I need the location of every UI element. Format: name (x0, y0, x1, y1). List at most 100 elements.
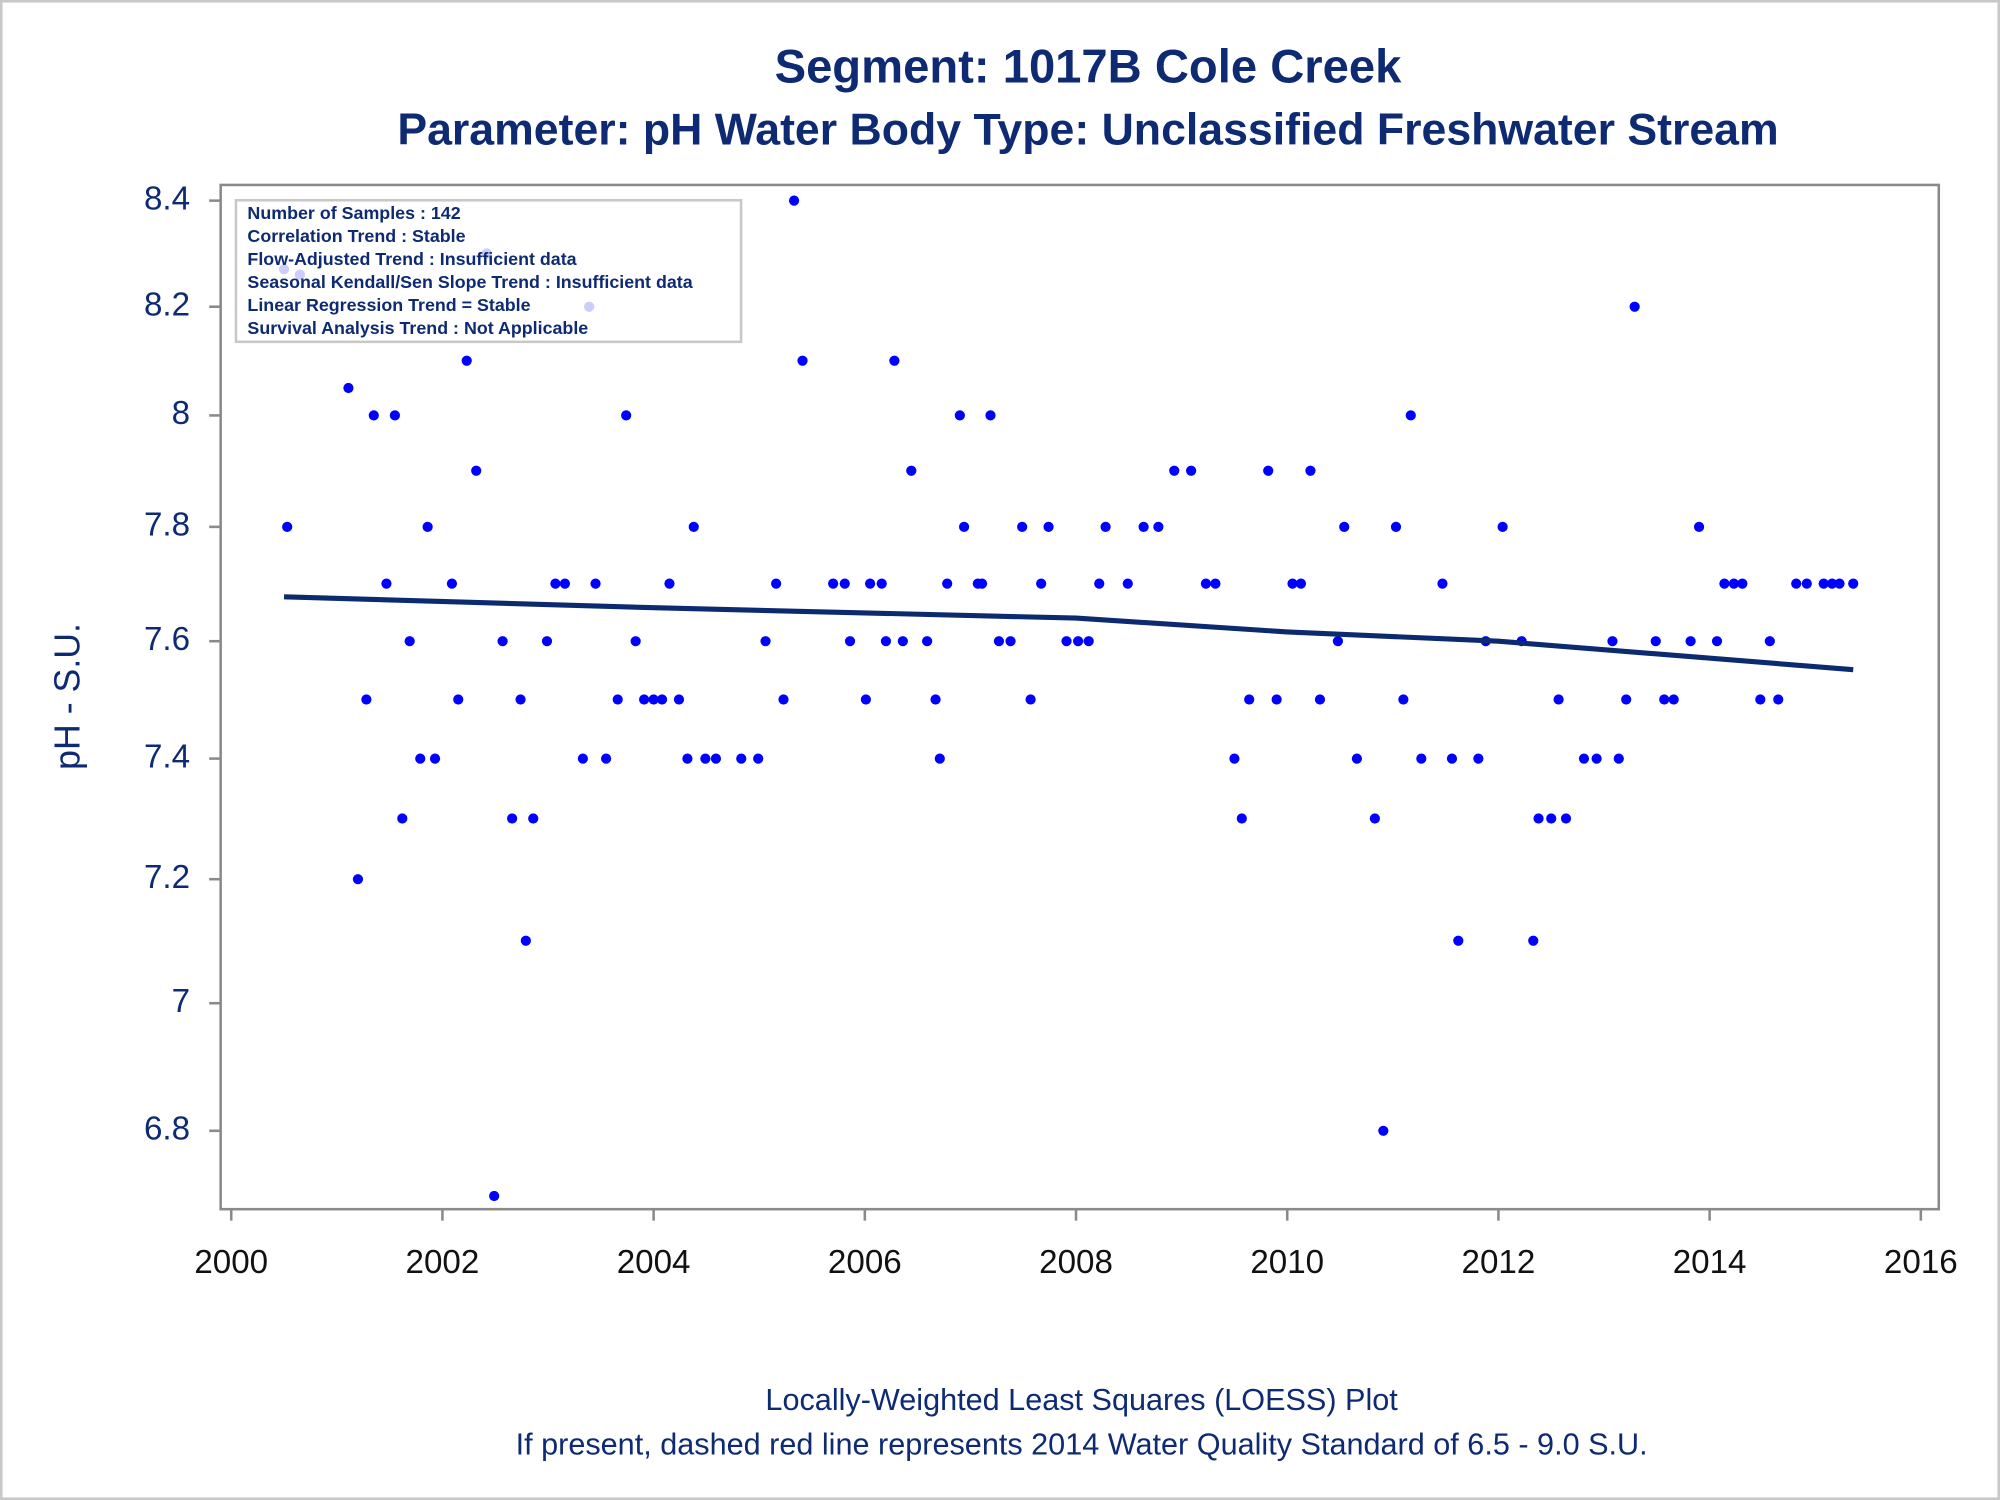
info-box (234, 198, 743, 344)
data-point (1650, 636, 1661, 647)
data-point (1005, 636, 1016, 647)
data-point (1263, 465, 1274, 476)
info-line: Correlation Trend : Stable (247, 226, 465, 246)
data-point (1578, 753, 1590, 764)
data-point (1236, 813, 1247, 824)
data-point (954, 410, 965, 421)
data-point (397, 813, 408, 824)
y-tick-label: 8.2 (144, 286, 190, 323)
data-point (1405, 410, 1416, 421)
data-point (839, 578, 850, 589)
data-point (1728, 578, 1740, 589)
data-point (1153, 521, 1164, 532)
data-point (1017, 521, 1028, 532)
data-point (673, 694, 685, 705)
data-point (489, 1190, 500, 1202)
data-point (648, 694, 659, 705)
data-point (1332, 636, 1344, 647)
data-point (507, 813, 518, 824)
data-point (1305, 465, 1316, 476)
x-tick-label: 2008 (1039, 1244, 1113, 1281)
data-point (1138, 521, 1149, 532)
data-point (1229, 753, 1240, 764)
data-point (601, 753, 612, 764)
data-point (1791, 578, 1802, 589)
data-point (1073, 636, 1084, 647)
y-tick-label: 7.2 (144, 859, 190, 896)
data-point (1533, 813, 1544, 824)
data-point (760, 636, 771, 647)
data-point (1398, 694, 1409, 705)
data-point (1613, 753, 1624, 764)
footnote: If present, dashed red line represents 2… (516, 1428, 1648, 1462)
data-point (1764, 636, 1775, 647)
data-point (1169, 465, 1180, 476)
data-point (343, 382, 354, 394)
data-point (656, 694, 668, 705)
data-point (1659, 694, 1670, 705)
x-tick-label: 2014 (1673, 1244, 1747, 1281)
data-point (771, 578, 782, 589)
data-point (865, 578, 876, 589)
data-point (876, 578, 887, 589)
y-tick-label: 6.8 (144, 1111, 190, 1148)
data-point (1437, 578, 1448, 589)
x-tick-label: 2006 (828, 1244, 902, 1281)
data-point (797, 355, 808, 366)
info-line: Seasonal Kendall/Sen Slope Trend : Insuf… (247, 272, 693, 292)
x-tick-label: 2004 (617, 1244, 691, 1281)
data-point (1210, 578, 1221, 589)
data-point (497, 636, 508, 647)
data-point (415, 753, 426, 764)
data-point (1737, 578, 1748, 589)
data-point (993, 636, 1005, 647)
data-point (1801, 578, 1812, 589)
info-line: Linear Regression Trend = Stable (247, 295, 530, 315)
plot-area (219, 183, 1941, 1211)
data-point (880, 636, 892, 647)
data-point (700, 753, 711, 764)
data-point (1685, 636, 1696, 647)
loess-line (283, 594, 1854, 673)
data-point (1497, 521, 1508, 532)
data-point (1621, 694, 1632, 705)
data-point (1546, 813, 1557, 824)
data-point (368, 410, 379, 421)
data-point (1827, 578, 1838, 589)
data-point (590, 578, 601, 589)
data-point (1416, 753, 1427, 764)
data-point (404, 636, 415, 647)
data-point (1553, 694, 1564, 705)
data-point (736, 753, 747, 764)
chart-title: Segment: 1017B Cole Creek (775, 41, 1403, 94)
data-point (985, 410, 996, 421)
x-tick-label: 2000 (194, 1244, 268, 1281)
data-point (1446, 753, 1458, 764)
data-point (1295, 578, 1307, 589)
data-point (528, 813, 539, 824)
y-tick-label: 7.8 (144, 507, 190, 544)
data-point (1629, 301, 1640, 312)
data-point (1287, 578, 1298, 589)
data-point (389, 410, 401, 421)
data-point (1122, 578, 1133, 589)
data-point (1271, 694, 1282, 705)
data-point (446, 578, 458, 589)
data-point (461, 355, 472, 366)
data-point (361, 694, 372, 705)
data-point (1591, 753, 1602, 764)
marks (278, 195, 1859, 1202)
data-point (1094, 578, 1105, 589)
data-point (828, 578, 839, 589)
data-point (1083, 636, 1094, 647)
data-point (381, 578, 392, 589)
data-point (429, 753, 441, 764)
data-point (541, 636, 553, 647)
x-tick-label: 2010 (1250, 1244, 1324, 1281)
data-point (1200, 578, 1212, 589)
data-point (621, 410, 632, 421)
y-tick-label: 7.6 (144, 621, 190, 658)
info-line: Flow-Adjusted Trend : Insufficient data (247, 249, 577, 269)
data-point (1314, 694, 1326, 705)
